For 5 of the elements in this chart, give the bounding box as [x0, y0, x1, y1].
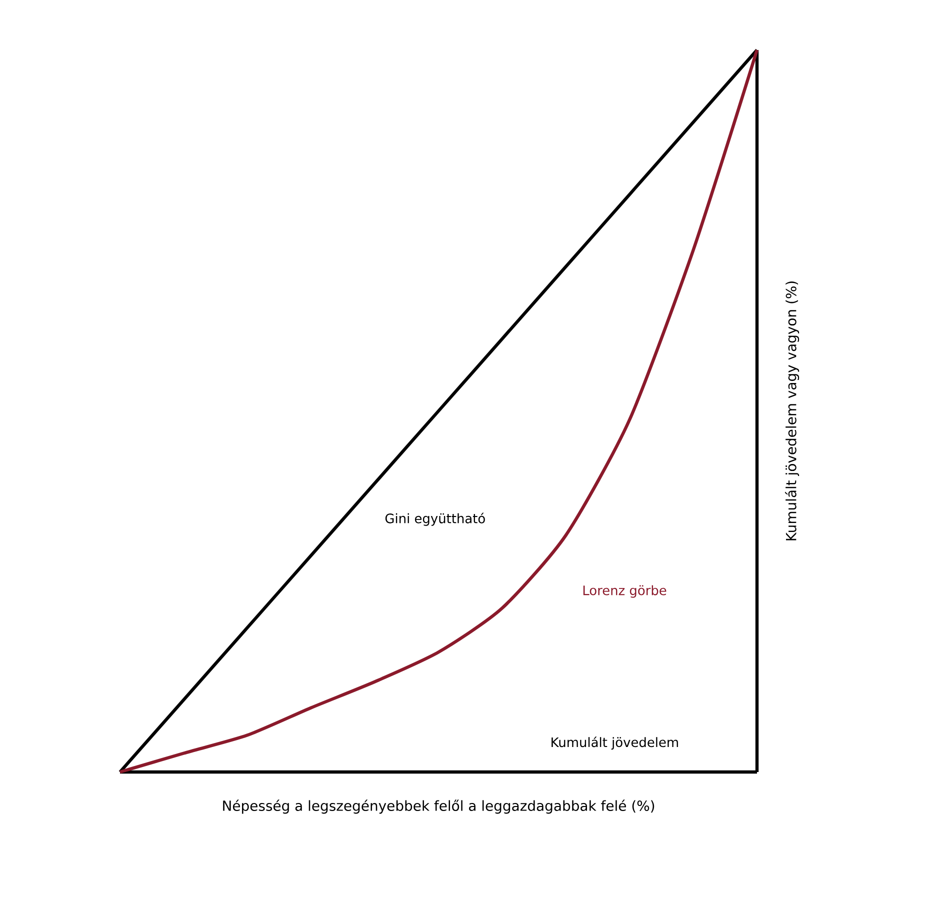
- annotation: Kumulált jövedelem: [552, 736, 678, 750]
- annotation: Gini együttható: [385, 512, 485, 526]
- y-axis-title: Kumulált jövedelem vagy vagyon (%): [785, 282, 800, 540]
- text: Lorenz görbe: [583, 585, 666, 598]
- x-axis-title: Népesség a legszegényebbek felől a leggazdagabbak felé (%): [223, 800, 654, 814]
